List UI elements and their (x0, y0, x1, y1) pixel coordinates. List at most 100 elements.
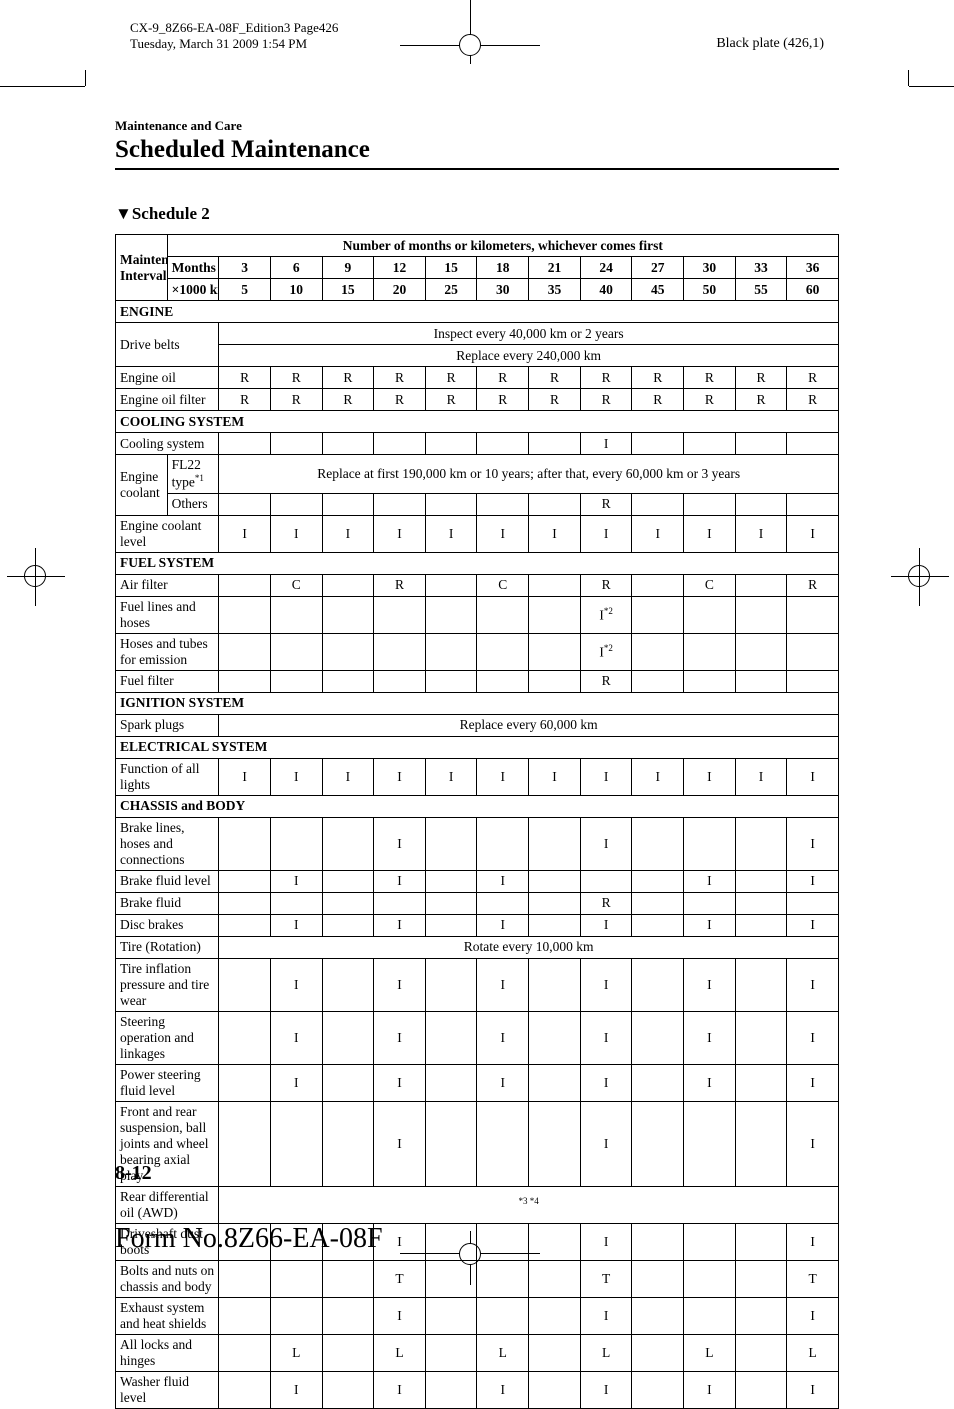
page-number: 8-12 (115, 1162, 152, 1185)
item-label: Disc brakes (116, 914, 219, 936)
data-cell: R (787, 574, 839, 596)
data-cell: I (270, 758, 322, 795)
data-cell: R (477, 389, 529, 411)
data-cell: I (735, 758, 787, 795)
data-cell: I (477, 958, 529, 1011)
data-cell (219, 817, 271, 870)
data-cell: I (580, 1371, 632, 1408)
data-cell (529, 433, 581, 455)
data-cell (529, 958, 581, 1011)
section-header: IGNITION SYSTEM (116, 692, 839, 714)
data-cell (219, 1260, 271, 1297)
data-cell: I (477, 758, 529, 795)
section-header: COOLING SYSTEM (116, 411, 839, 433)
data-cell: I (425, 758, 477, 795)
km-col: 50 (684, 279, 736, 301)
data-cell (735, 433, 787, 455)
data-cell (270, 892, 322, 914)
item-label: Power steering fluid level (116, 1064, 219, 1101)
month-col: 6 (270, 257, 322, 279)
item-label: Air filter (116, 574, 219, 596)
item-label: Rear differential oil (AWD) (116, 1186, 219, 1223)
data-cell: I (580, 433, 632, 455)
data-cell (425, 670, 477, 692)
data-cell (477, 1297, 529, 1334)
data-cell (219, 633, 271, 670)
data-cell: R (632, 367, 684, 389)
data-cell: I (684, 958, 736, 1011)
data-cell (529, 1334, 581, 1371)
data-cell: I (787, 870, 839, 892)
data-cell: I (529, 515, 581, 552)
data-cell (477, 817, 529, 870)
data-cell (735, 1101, 787, 1186)
data-cell (529, 870, 581, 892)
data-cell (219, 958, 271, 1011)
data-cell: R (632, 389, 684, 411)
data-cell: I (270, 914, 322, 936)
data-cell: I (580, 1101, 632, 1186)
data-cell (322, 870, 374, 892)
data-cell: I (684, 1011, 736, 1064)
data-cell: I (684, 870, 736, 892)
data-cell (322, 574, 374, 596)
km-col: 25 (425, 279, 477, 301)
data-cell (322, 1334, 374, 1371)
data-cell (632, 1260, 684, 1297)
item-label: Engine oil filter (116, 389, 219, 411)
data-cell: I (787, 914, 839, 936)
data-cell (735, 1011, 787, 1064)
data-cell (270, 817, 322, 870)
item-label: Fuel lines and hoses (116, 596, 219, 633)
month-col: 33 (735, 257, 787, 279)
data-cell: I (219, 515, 271, 552)
data-cell (735, 1260, 787, 1297)
span-note: Inspect every 40,000 km or 2 years (219, 323, 839, 345)
item-label: Steering operation and linkages (116, 1011, 219, 1064)
data-cell: I (787, 1064, 839, 1101)
data-cell (219, 1297, 271, 1334)
data-cell (735, 958, 787, 1011)
data-cell (425, 817, 477, 870)
data-cell (529, 493, 581, 515)
crop-mark (85, 70, 86, 86)
data-cell: I (374, 1371, 426, 1408)
data-cell (529, 1297, 581, 1334)
data-cell: I (374, 1101, 426, 1186)
data-cell (529, 1223, 581, 1260)
km-col: 40 (580, 279, 632, 301)
month-col: 21 (529, 257, 581, 279)
data-cell (632, 892, 684, 914)
data-cell: I (684, 1371, 736, 1408)
month-col: 12 (374, 257, 426, 279)
month-col: 36 (787, 257, 839, 279)
item-label: Engine coolant level (116, 515, 219, 552)
km-col: 20 (374, 279, 426, 301)
data-cell: I (684, 1064, 736, 1101)
month-col: 27 (632, 257, 684, 279)
data-cell (219, 1334, 271, 1371)
data-cell (425, 1011, 477, 1064)
interval-header: Maintenance Interval (116, 235, 168, 301)
data-cell (270, 1101, 322, 1186)
data-cell (787, 493, 839, 515)
data-cell (529, 1064, 581, 1101)
data-cell: I (477, 1371, 529, 1408)
data-cell (684, 1260, 736, 1297)
data-cell (529, 596, 581, 633)
data-cell (580, 870, 632, 892)
span-note: Replace every 240,000 km (219, 345, 839, 367)
data-cell (322, 914, 374, 936)
data-cell (322, 1371, 374, 1408)
data-cell: C (477, 574, 529, 596)
item-label: Fuel filter (116, 670, 219, 692)
data-cell: C (270, 574, 322, 596)
data-cell: I (580, 1297, 632, 1334)
data-cell (632, 433, 684, 455)
data-cell (684, 493, 736, 515)
crop-mark (0, 86, 85, 87)
km-col: 35 (529, 279, 581, 301)
data-cell: I (787, 1101, 839, 1186)
data-cell (632, 870, 684, 892)
data-cell (425, 1297, 477, 1334)
